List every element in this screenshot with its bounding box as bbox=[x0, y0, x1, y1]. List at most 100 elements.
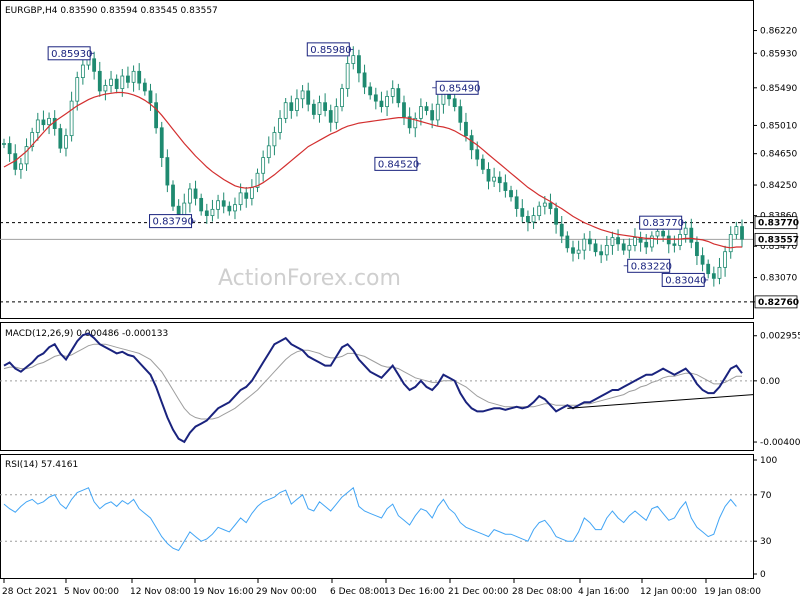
candle-body bbox=[351, 55, 356, 64]
callout-label: 0.85980 bbox=[310, 45, 351, 56]
candle-body bbox=[672, 243, 677, 246]
callout-box bbox=[374, 156, 418, 171]
candle-body bbox=[188, 188, 192, 204]
callout-layer: 0.85930 0.85980 0.85490 0.84520 0.83790 0.832… bbox=[47, 42, 709, 287]
candle-body bbox=[334, 106, 339, 123]
callout-label: 0.85930 bbox=[51, 49, 92, 60]
candle-body bbox=[413, 117, 418, 129]
macd-tick-label: 0.002955 bbox=[760, 332, 800, 342]
candle-body bbox=[159, 127, 164, 158]
candle-body bbox=[317, 102, 322, 115]
candle-body bbox=[368, 86, 373, 96]
candle-body bbox=[249, 186, 254, 199]
candle-body bbox=[97, 70, 102, 92]
candle-body bbox=[734, 226, 739, 235]
candle-body bbox=[480, 158, 485, 170]
candle-body bbox=[340, 88, 344, 108]
candle-body bbox=[19, 163, 23, 170]
callout-label: 0.83790 bbox=[153, 217, 194, 228]
candle-body bbox=[47, 117, 51, 126]
candle-body bbox=[221, 200, 226, 207]
rsi-tick-label: 0 bbox=[760, 570, 766, 580]
candle-body bbox=[418, 106, 423, 119]
rsi-header: RSI(14) 57.4161 bbox=[5, 460, 78, 470]
rsi-axis: 100 70 30 0 bbox=[753, 456, 777, 580]
moving-average-line bbox=[3, 91, 742, 249]
candle-body bbox=[644, 241, 649, 248]
candle-body bbox=[283, 102, 288, 119]
candle-body bbox=[452, 98, 457, 108]
candle-body bbox=[75, 77, 80, 102]
candle-body bbox=[458, 106, 463, 123]
current-price-tag-box bbox=[754, 232, 798, 246]
candle-body bbox=[430, 110, 435, 121]
candle-body bbox=[435, 103, 440, 121]
time-tick-label: 6 Dec 08:00 bbox=[330, 587, 385, 597]
rsi-tick-label: 100 bbox=[760, 456, 777, 466]
candle-body bbox=[30, 132, 35, 148]
candle-body bbox=[554, 208, 558, 225]
candle-body bbox=[548, 202, 553, 209]
candle-body bbox=[142, 82, 147, 92]
candle-body bbox=[486, 168, 491, 182]
candle-body bbox=[238, 192, 243, 206]
price-axis: 0.86220 0.85930 0.85490 0.85010 0.84650 0.842… bbox=[753, 27, 799, 309]
candle-body bbox=[233, 204, 237, 212]
candle-body bbox=[300, 90, 305, 100]
candle-body bbox=[565, 235, 570, 249]
candle-body bbox=[661, 230, 666, 237]
time-tick-label: 12 Jan 00:00 bbox=[640, 587, 697, 597]
candle-body bbox=[373, 94, 378, 102]
price-tick-label: 0.85930 bbox=[760, 49, 797, 59]
candle-body bbox=[616, 237, 620, 245]
callout-label: 0.83770 bbox=[643, 218, 684, 229]
candle-body bbox=[385, 96, 389, 108]
candle-body bbox=[295, 98, 299, 111]
callout-label: 0.84520 bbox=[378, 159, 419, 170]
candle-body bbox=[165, 157, 170, 186]
candle-body bbox=[379, 100, 384, 108]
candle-body bbox=[542, 202, 547, 207]
candle-body bbox=[266, 145, 271, 158]
candle-body bbox=[464, 121, 468, 137]
candle-body bbox=[80, 64, 85, 79]
macd-trendline bbox=[567, 394, 754, 409]
price-tick-label: 0.85010 bbox=[760, 121, 797, 131]
candle-body bbox=[148, 90, 153, 104]
candle-body bbox=[537, 205, 542, 217]
candle-body bbox=[509, 190, 513, 198]
candle-body bbox=[311, 103, 316, 115]
candle-body bbox=[345, 63, 350, 89]
watermark-text: ActionForex.com bbox=[218, 266, 401, 291]
candle-body bbox=[582, 238, 587, 251]
candle-body bbox=[390, 88, 395, 97]
price-header: EURGBP,H4 0.83590 0.83594 0.83545 0.8355… bbox=[5, 6, 218, 16]
callout-box bbox=[639, 215, 683, 230]
candle-body bbox=[182, 202, 187, 217]
time-axis: 28 Oct 2021 5 Nov 00:00 12 Nov 08:00 19 Nov… bbox=[2, 579, 761, 597]
candle-body bbox=[689, 227, 694, 243]
macd-tick-label: 0.00 bbox=[760, 377, 780, 387]
candle-body bbox=[666, 235, 671, 245]
candle-body bbox=[103, 85, 108, 92]
time-tick-label: 19 Nov 16:00 bbox=[193, 587, 254, 597]
candle-body bbox=[599, 251, 604, 256]
price-tick-label: 0.83470 bbox=[760, 242, 797, 252]
candle-body bbox=[199, 197, 204, 212]
candle-body bbox=[64, 135, 68, 149]
time-tick-label: 28 Oct 2021 bbox=[2, 587, 58, 597]
candle-body bbox=[244, 192, 249, 199]
candle-body bbox=[227, 205, 232, 212]
candle-body bbox=[402, 102, 406, 118]
time-tick-label: 28 Dec 08:00 bbox=[512, 587, 573, 597]
price-tick-label: 0.84650 bbox=[760, 150, 797, 160]
time-tick-label: 5 Nov 00:00 bbox=[64, 587, 119, 597]
level-price-tag-box bbox=[754, 216, 798, 230]
callout-box bbox=[47, 46, 91, 61]
candle-body bbox=[120, 75, 125, 89]
macd-layer bbox=[0, 332, 754, 444]
macd-panel bbox=[0, 322, 754, 451]
price-tick-label: 0.86220 bbox=[760, 27, 797, 37]
level-price-tag-box bbox=[754, 295, 798, 309]
candle-body bbox=[728, 234, 733, 253]
